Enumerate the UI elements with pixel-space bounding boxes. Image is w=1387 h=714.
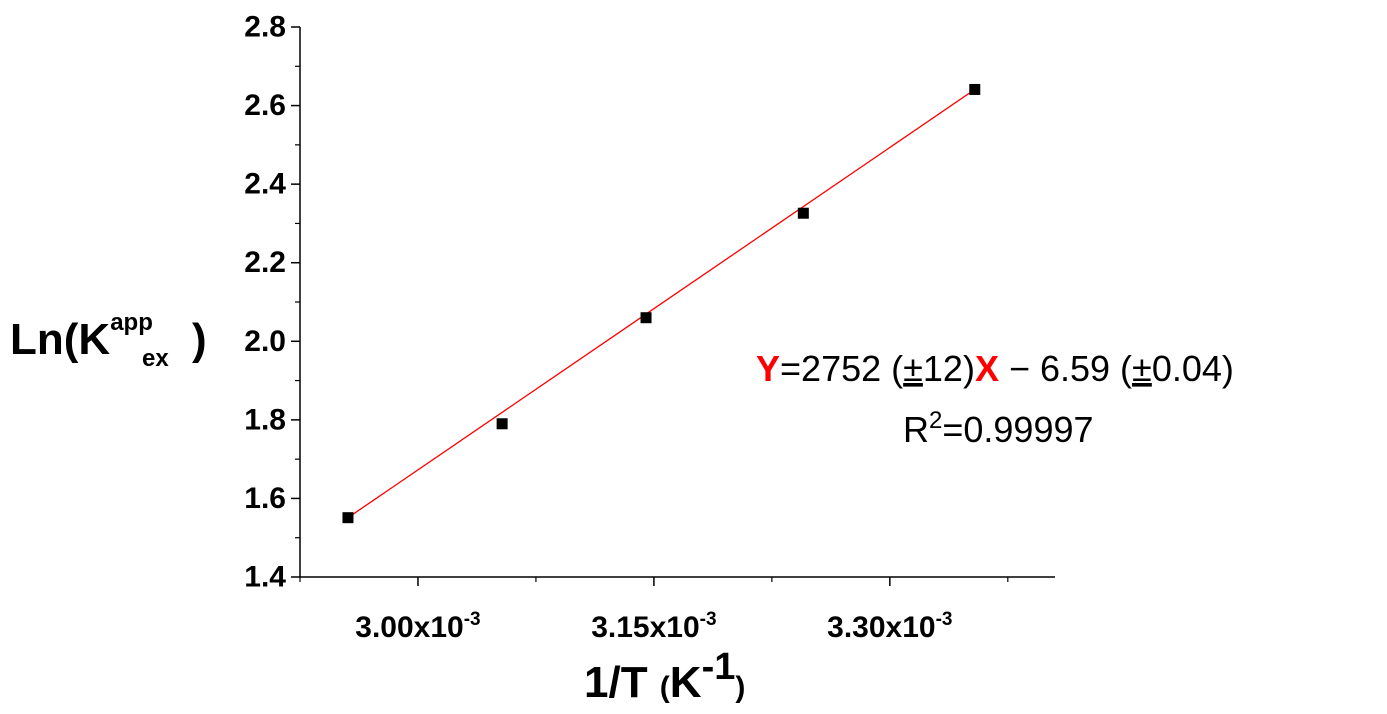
data-point-3 xyxy=(797,207,809,219)
equation-y-variable: Y xyxy=(756,348,780,389)
y-tick-label-1: 1.6 xyxy=(244,482,286,515)
y-tick-label-4: 2.2 xyxy=(244,246,286,279)
y-tick-label-5: 2.4 xyxy=(244,168,286,201)
x-tick-mantissa: 3.15x10 xyxy=(591,611,699,644)
x-tick-label-0: 3.00x10-3 xyxy=(355,609,480,644)
y-axis-title-suffix: ) xyxy=(192,315,207,364)
x-tick-label-1: 3.15x10-3 xyxy=(591,609,716,644)
r-squared-value: =0.99997 xyxy=(942,409,1093,450)
y-axis-title-prefix: Ln(K xyxy=(10,315,110,364)
data-point-4 xyxy=(969,83,981,95)
equation-intercept-error: 0.04) xyxy=(1152,348,1234,389)
x-axis-title-unit-superscript: -1 xyxy=(702,646,736,688)
y-tick-label-7: 2.8 xyxy=(244,11,286,44)
y-axis-title-superscript: app xyxy=(110,309,153,336)
r-squared-superscript: 2 xyxy=(929,407,942,434)
x-tick-mantissa: 3.30x10 xyxy=(827,611,935,644)
y-tick-label-2: 1.8 xyxy=(244,403,286,436)
equation-x-variable: X xyxy=(975,348,999,389)
fit-line-layer xyxy=(347,88,976,519)
r-squared-label: R2=0.99997 xyxy=(903,407,1094,450)
x-axis-title: 1/T (K-1) xyxy=(584,646,745,707)
data-point-0 xyxy=(342,512,354,524)
data-point-2 xyxy=(640,312,652,324)
x-tick-exponent: -3 xyxy=(936,609,953,630)
equation-slope-error: 12) xyxy=(923,348,975,389)
y-tick-label-0: 1.4 xyxy=(244,561,286,594)
linear-fit-line xyxy=(347,88,976,519)
x-tick-exponent: -3 xyxy=(700,609,717,630)
fit-equation: Y=2752 (±12)X − 6.59 (±0.04) xyxy=(706,348,1264,389)
x-tick-mantissa: 3.00x10 xyxy=(355,611,463,644)
y-axis-title: Ln(Kapp ex) xyxy=(10,309,207,372)
y-tick-label-6: 2.6 xyxy=(244,89,286,122)
equation-plus-minus-1: ± xyxy=(903,348,923,389)
data-points xyxy=(342,83,981,524)
x-axis-ticks: 3.00x10-3 3.15x10-3 3.30x10-3 xyxy=(299,577,1009,644)
axes xyxy=(299,27,1055,578)
x-tick-label-2: 3.30x10-3 xyxy=(827,609,952,644)
x-tick-exponent: -3 xyxy=(464,609,481,630)
equation-slope-text: =2752 ( xyxy=(780,348,903,389)
x-axis-title-unit-close: ) xyxy=(735,671,745,704)
equation-intercept-text: − 6.59 ( xyxy=(999,348,1132,389)
data-point-1 xyxy=(496,418,508,430)
equation-plus-minus-2: ± xyxy=(1132,348,1152,389)
x-axis-title-main: 1/T xyxy=(584,658,660,707)
y-tick-label-3: 2.0 xyxy=(244,325,286,358)
r-squared-base: R xyxy=(903,409,929,450)
x-axis-title-unit-base: K xyxy=(670,658,702,707)
y-axis-ticks: 1.4 1.6 1.8 2.0 2.2 2.4 2.6 2.8 xyxy=(244,11,300,594)
y-axis-title-subscript: ex xyxy=(142,345,169,372)
x-axis-title-unit-open: ( xyxy=(660,671,670,704)
